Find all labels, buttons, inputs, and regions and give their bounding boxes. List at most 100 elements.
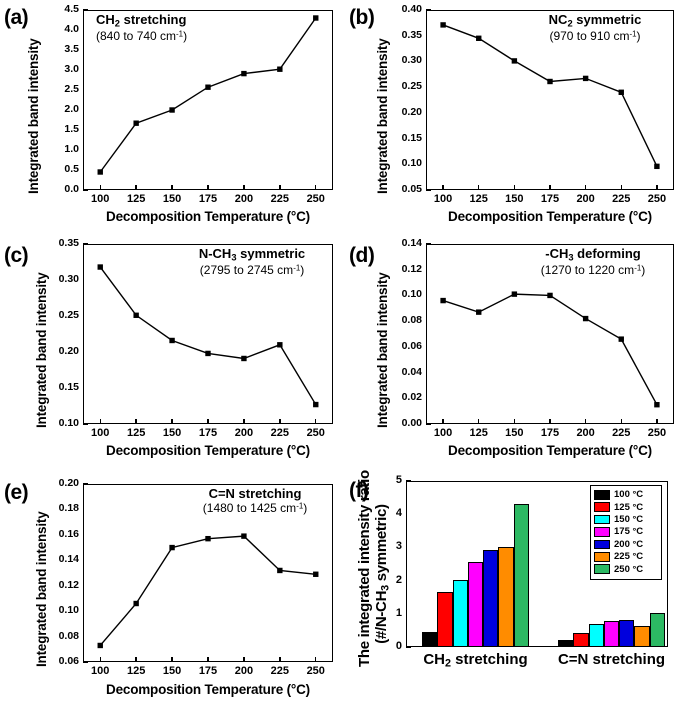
bar bbox=[467, 562, 484, 647]
y-tick-label: 2.0 bbox=[64, 103, 79, 115]
bar bbox=[649, 613, 665, 647]
x-tick-label: 225 bbox=[612, 427, 631, 439]
panel-b-x-axis-label: Decomposition Temperature (°C) bbox=[448, 209, 652, 224]
x-tick-mark bbox=[656, 419, 658, 424]
panel-c-data-series bbox=[97, 264, 319, 408]
bar bbox=[634, 626, 650, 647]
panel-label-d: (d) bbox=[349, 244, 375, 267]
bar bbox=[452, 580, 468, 647]
panel-a-caption-main: CH2 stretching bbox=[96, 12, 187, 29]
x-tick-mark bbox=[549, 185, 551, 190]
y-tick-label: 0.08 bbox=[58, 629, 79, 642]
y-tick-label: 0.30 bbox=[401, 54, 422, 67]
x-tick-label: 125 bbox=[469, 193, 488, 205]
x-tick-mark bbox=[584, 185, 587, 190]
x-tick-mark bbox=[315, 419, 317, 424]
panel-a-caption-sub: (840 to 740 cm-1) bbox=[96, 29, 188, 44]
x-tick-label: 150 bbox=[162, 427, 182, 439]
x-tick-mark bbox=[315, 185, 317, 190]
y-tick-label: 1 bbox=[395, 606, 402, 619]
panel-b-caption: NC2 symmetric (970 to 910 cm-1) bbox=[521, 12, 669, 44]
category-label: C=N stretching bbox=[557, 651, 666, 668]
panel-f-y-axis-label-line1: The integrated intensity ratio bbox=[356, 470, 373, 667]
legend-label: 250 °C bbox=[614, 563, 644, 575]
x-tick-label: 175 bbox=[540, 193, 560, 205]
y-tick-label: 0.15 bbox=[401, 131, 422, 144]
x-tick-label: 175 bbox=[198, 427, 218, 439]
bar bbox=[603, 621, 620, 647]
legend-label: 225 °C bbox=[614, 551, 644, 563]
x-tick-mark bbox=[279, 419, 281, 424]
legend-label: 100 °C bbox=[614, 489, 644, 501]
x-tick-label: 150 bbox=[505, 427, 524, 439]
panel-a-data-series bbox=[97, 15, 319, 175]
y-tick-label: 0.40 bbox=[401, 3, 422, 15]
y-tick-label: 0.25 bbox=[401, 80, 422, 93]
x-tick-mark bbox=[549, 419, 551, 424]
panel-d-data-series bbox=[440, 291, 660, 408]
y-tick-label: 0.05 bbox=[401, 183, 422, 195]
x-tick-mark bbox=[279, 185, 281, 190]
x-tick-mark bbox=[243, 419, 245, 424]
x-tick-label: 200 bbox=[234, 193, 254, 205]
panel-e-plot-frame bbox=[83, 484, 333, 662]
y-tick-label: 0.02 bbox=[401, 391, 422, 404]
y-tick-mark bbox=[426, 243, 431, 245]
y-tick-label: 4.5 bbox=[64, 3, 79, 15]
legend-swatch bbox=[594, 514, 610, 525]
x-tick-label: 100 bbox=[433, 427, 453, 439]
panel-f-bars bbox=[406, 481, 668, 647]
x-tick-mark bbox=[442, 185, 444, 190]
x-tick-mark bbox=[207, 419, 209, 424]
panel-f: (f) The integrated intensity ratio (#/N-… bbox=[345, 467, 685, 712]
x-tick-label: 225 bbox=[612, 193, 631, 205]
x-tick-label: 150 bbox=[505, 193, 524, 205]
y-tick-label: 0.5 bbox=[64, 163, 79, 175]
x-tick-label: 225 bbox=[270, 193, 289, 205]
panel-b-caption-main: NC2 symmetric bbox=[548, 12, 642, 29]
x-tick-mark bbox=[315, 657, 317, 662]
y-tick-label: 0.12 bbox=[401, 262, 422, 275]
panel-a-y-axis-label: Integrated band intensity bbox=[26, 38, 41, 194]
bar bbox=[588, 624, 604, 647]
panel-e: (e) Integrated band intensity 0.06 0.08 0.… bbox=[0, 467, 345, 712]
panel-label-c: (c) bbox=[4, 244, 29, 267]
y-tick-label: 2.5 bbox=[64, 83, 79, 95]
x-tick-mark bbox=[478, 419, 480, 424]
y-tick-mark bbox=[83, 243, 88, 245]
x-tick-mark bbox=[584, 419, 587, 424]
y-tick-label: 0.15 bbox=[58, 381, 79, 393]
y-tick-label: 0.10 bbox=[58, 417, 79, 429]
x-tick-mark bbox=[620, 185, 622, 190]
panel-d-caption-main: -CH3 deforming bbox=[545, 246, 641, 263]
legend-swatch bbox=[594, 527, 610, 537]
x-tick-mark bbox=[171, 419, 173, 424]
y-tick-label: 3.5 bbox=[64, 43, 79, 55]
y-tick-mark bbox=[406, 480, 411, 482]
panel-e-data-series bbox=[97, 533, 319, 649]
bar bbox=[422, 632, 438, 647]
x-tick-mark bbox=[99, 657, 101, 662]
panel-b: (b) Integrated band intensity 0.05 0.10 0.… bbox=[345, 0, 685, 230]
x-tick-mark bbox=[171, 657, 173, 662]
legend-item: 250 °C bbox=[594, 563, 657, 575]
x-tick-label: 100 bbox=[91, 665, 110, 677]
panel-d-plot-frame bbox=[426, 244, 674, 424]
x-tick-mark bbox=[135, 419, 137, 424]
panel-d-x-axis-label: Decomposition Temperature (°C) bbox=[448, 443, 652, 458]
x-tick-mark bbox=[620, 419, 622, 424]
x-tick-mark bbox=[99, 185, 101, 190]
x-tick-mark bbox=[513, 419, 516, 424]
panel-b-data-series bbox=[440, 22, 660, 170]
x-tick-label: 225 bbox=[270, 665, 289, 677]
legend-item: 125 °C bbox=[594, 501, 657, 513]
y-tick-label: 0.12 bbox=[58, 578, 79, 591]
y-tick-label: 0.10 bbox=[58, 604, 79, 617]
x-tick-label: 100 bbox=[91, 427, 110, 439]
x-tick-mark bbox=[207, 185, 209, 190]
x-tick-label: 125 bbox=[126, 193, 146, 205]
x-tick-mark bbox=[99, 419, 101, 424]
panel-c-x-axis-label: Decomposition Temperature (°C) bbox=[106, 443, 310, 458]
x-tick-label: 200 bbox=[234, 427, 254, 439]
x-tick-label: 250 bbox=[306, 427, 325, 439]
